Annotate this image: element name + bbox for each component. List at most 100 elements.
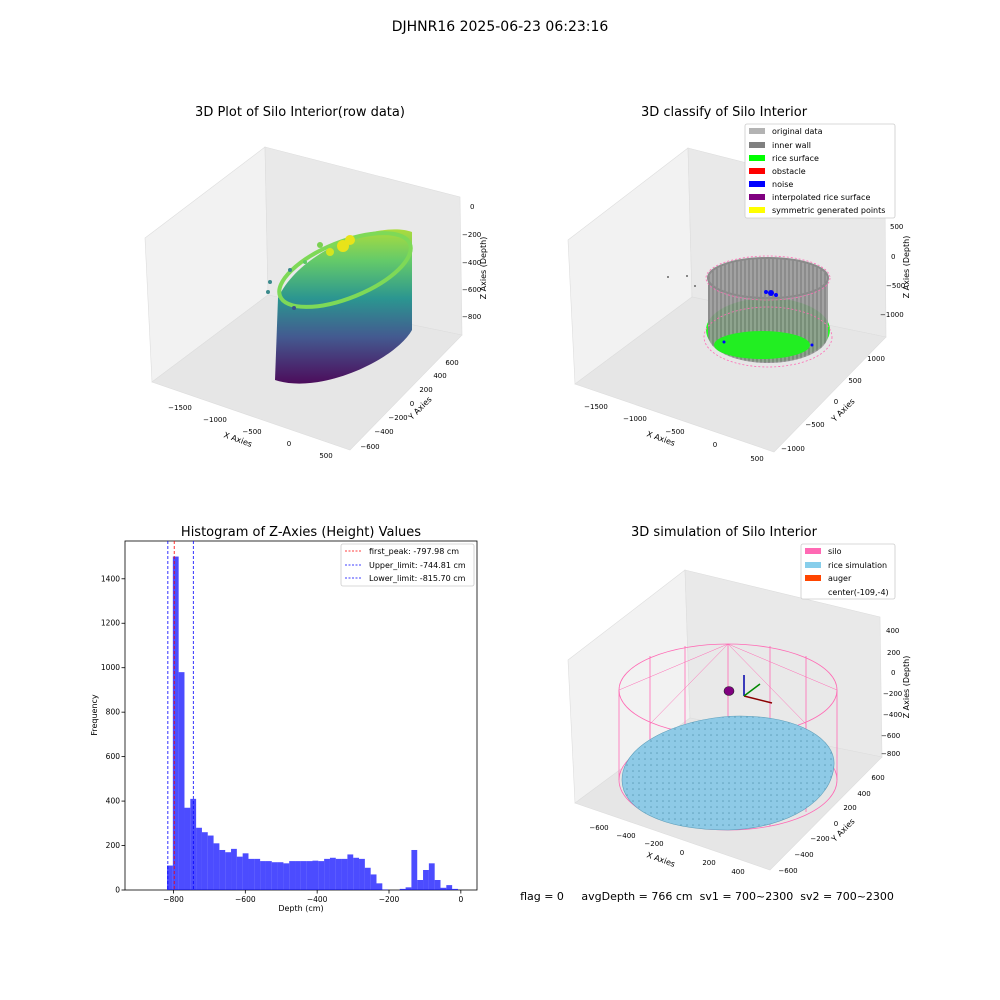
- classify-legend-swatch-3: [749, 168, 765, 174]
- histogram-bar-0: [167, 865, 173, 890]
- histogram-bar-22: [295, 861, 301, 890]
- simulation-legend-swatch-1: [805, 562, 821, 568]
- histogram-bar-45: [428, 863, 435, 890]
- simulation-xtick-5: 400: [731, 868, 744, 876]
- histogram-bar-41: [405, 887, 412, 890]
- histogram-legend-label-1: Upper_limit: -744.81 cm: [369, 561, 466, 570]
- histogram-bar-32: [353, 857, 360, 890]
- classify-ztick-2: −500: [886, 282, 905, 290]
- histogram-bar-6: [201, 832, 208, 890]
- simulation-ytick-1: 400: [857, 790, 870, 798]
- histogram-bar-23: [300, 861, 307, 890]
- histogram-ylabel: Frequency: [90, 694, 99, 736]
- simulation-ztick-1: 200: [887, 649, 900, 657]
- histogram-ytick-label-3: 600: [106, 752, 121, 761]
- histogram-xtick-label-2: −400: [307, 895, 328, 904]
- histogram-legend: first_peak: -797.98 cm Upper_limit: -744…: [340, 543, 475, 587]
- histogram-bar-47: [440, 887, 447, 890]
- raw-xtick-0: −1500: [168, 404, 192, 412]
- raw-ztick-4: −800: [462, 313, 481, 321]
- histogram-bar-2: [178, 672, 185, 890]
- classify-legend-label-1: inner wall: [772, 141, 811, 150]
- histogram-bar-16: [260, 861, 266, 890]
- histogram-bar-13: [242, 853, 249, 890]
- histogram-bar-27: [324, 858, 330, 890]
- histogram-bar-14: [248, 858, 255, 890]
- simulation-ztick-4: −400: [883, 711, 902, 719]
- histogram-panel: Histogram of Z-Axies (Height) Values −80…: [90, 525, 478, 913]
- raw-point-cloud: [266, 229, 413, 384]
- simulation-legend-label-2: auger: [828, 574, 852, 583]
- classify-point-cloud: [667, 255, 833, 368]
- simulation-ztick-0: 400: [886, 627, 899, 635]
- histogram-bar-12: [236, 856, 243, 890]
- raw-ytick-3: 0: [410, 400, 414, 408]
- classify-ztick-3: −1000: [880, 311, 904, 319]
- classify-ytick-2: 0: [834, 398, 838, 406]
- classify-legend-swatch-2: [749, 155, 765, 161]
- histogram-bar-18: [271, 862, 278, 890]
- classify-xtick-2: −500: [665, 428, 684, 436]
- histogram-bar-42: [411, 849, 418, 890]
- simulation-zlabel: Z Axies (Depth): [902, 656, 911, 719]
- histogram-bar-48: [446, 885, 453, 890]
- histogram-bar-29: [335, 858, 342, 890]
- classify-legend-swatch-6: [749, 207, 765, 213]
- classify-legend-label-2: rice surface: [772, 154, 819, 163]
- simulation-legend-label-1: rice simulation: [828, 561, 887, 570]
- raw-ztick-1: −200: [462, 231, 481, 239]
- simulation-panel-title: 3D simulation of Silo Interior: [631, 525, 818, 540]
- histogram-legend-label-0: first_peak: -797.98 cm: [369, 547, 459, 556]
- raw-ytick-5: −400: [374, 428, 393, 436]
- simulation-legend-swatch-2: [805, 575, 821, 581]
- histogram-bar-7: [207, 835, 214, 890]
- simulation-ytick-4: −200: [810, 835, 829, 843]
- classify-ytick-4: −1000: [781, 445, 805, 453]
- histogram-bar-26: [318, 861, 325, 890]
- classify-legend-swatch-0: [749, 128, 765, 134]
- histogram-bar-8: [213, 843, 220, 890]
- simulation-legend-box: [800, 543, 896, 600]
- classify-legend-label-3: obstacle: [772, 167, 806, 176]
- classify-legend-label-0: original data: [772, 127, 823, 136]
- histogram-bar-28: [329, 857, 336, 890]
- raw-xtick-2: −500: [242, 428, 261, 436]
- simulation-auger-marker: [723, 675, 773, 704]
- histogram-bar-34: [364, 867, 371, 890]
- histogram-ytick-label-6: 1200: [101, 619, 120, 628]
- simulation-legend: silo rice simulation auger center(-109,-…: [800, 543, 896, 600]
- histogram-ytick-label-2: 400: [106, 797, 121, 806]
- histogram-bar-35: [370, 874, 377, 890]
- histogram-bar-33: [359, 858, 365, 890]
- classify-panel-title: 3D classify of Silo Interior: [641, 105, 808, 120]
- classify-ytick-3: −500: [805, 421, 824, 429]
- histogram-bar-5: [196, 827, 202, 890]
- histogram-xlabel: Depth (cm): [278, 904, 323, 913]
- histogram-bar-20: [283, 863, 290, 890]
- simulation-ztick-5: −600: [881, 732, 900, 740]
- classify-xtick-4: 500: [750, 455, 763, 463]
- simulation-ztick-2: 0: [891, 669, 895, 677]
- histogram-y-ticks: 0 200 400 600 800 1000 1200 1400: [101, 574, 125, 895]
- histogram-bar-49: [452, 888, 458, 890]
- classify-legend-label-6: symmetric generated points: [772, 206, 885, 215]
- histogram-bar-21: [289, 861, 296, 890]
- histogram-xtick-label-4: 0: [458, 895, 463, 904]
- simulation-legend-label-3: center(-109,-4): [828, 588, 889, 597]
- histogram-xtick-label-0: −800: [163, 895, 184, 904]
- raw-3d-panel: 3D Plot of Silo Interior(row data) −1500…: [144, 105, 488, 460]
- classify-legend-swatch-4: [749, 181, 765, 187]
- raw-xtick-3: 0: [287, 440, 291, 448]
- histogram-bars: [167, 556, 458, 890]
- simulation-ztick-6: −800: [881, 750, 900, 758]
- histogram-bar-31: [347, 854, 354, 890]
- classify-zlabel: Z Axies (Depth): [902, 236, 911, 299]
- simulation-status-line: flag = 0 avgDepth = 766 cm sv1 = 700~230…: [520, 890, 894, 903]
- histogram-bar-24: [306, 861, 313, 890]
- histogram-bar-30: [341, 858, 348, 890]
- histogram-bar-10: [225, 852, 232, 890]
- histogram-bar-9: [219, 849, 226, 890]
- classify-ytick-1: 500: [848, 377, 861, 385]
- classify-legend-label-4: noise: [772, 180, 793, 189]
